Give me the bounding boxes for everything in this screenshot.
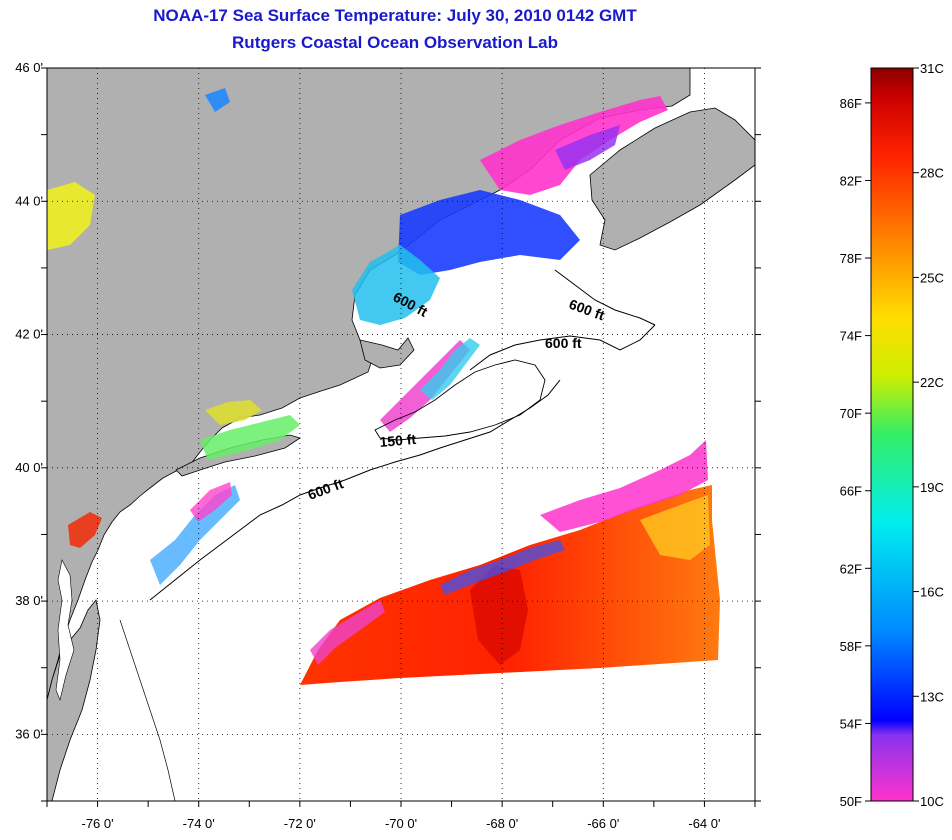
contour-label-600ft-georges: 600 ft: [545, 335, 582, 351]
sst-nj-shelf: [150, 485, 240, 585]
land-nova-scotia: [589, 107, 755, 251]
longitude-labels: -76 0' -74 0' -72 0' -70 0' -68 0' -66 0' -64 …: [82, 816, 721, 831]
lat-label: 42 0': [15, 327, 43, 342]
map-title: NOAA-17 Sea Surface Temperature: July 30…: [153, 6, 637, 25]
contour-150ft: [374, 359, 546, 441]
colorbar-celsius-labels: 31C 28C 25C 22C 19C 16C 13C 10C: [913, 61, 944, 809]
lat-label: 36 0': [15, 726, 43, 741]
sst-coastal-green: [200, 415, 300, 460]
colorbar-f-label: 62F: [840, 561, 862, 576]
sst-lake-yellow-2: [205, 400, 262, 425]
contour-600ft-gom: [554, 269, 656, 326]
lon-label: -72 0': [284, 816, 316, 831]
colorbar-f-label: 70F: [840, 406, 862, 421]
colorbar-c-label: 22C: [920, 375, 944, 390]
lon-label: -68 0': [486, 816, 518, 831]
lat-label: 40 0': [15, 460, 43, 475]
colorbar-f-label: 78F: [840, 251, 862, 266]
sst-warm-core: [470, 565, 528, 665]
colorbar-c-label: 16C: [920, 585, 944, 600]
sst-nj-magenta: [190, 482, 232, 522]
colorbar-f-label: 66F: [840, 484, 862, 499]
chesapeake-bay: [55, 559, 75, 701]
contour-coastal-shelf: [119, 619, 176, 801]
contour-600ft-south: [149, 379, 561, 601]
sst-swath-edge-magenta: [540, 440, 708, 532]
contour-label-150ft: 150 ft: [379, 431, 417, 450]
colorbar-f-label: 82F: [840, 173, 862, 188]
sst-gulf-of-maine-blue: [398, 190, 580, 275]
lon-label: -64 0': [688, 816, 720, 831]
sst-swath-yellow: [640, 495, 710, 560]
sst-shelf-cyan: [420, 338, 480, 400]
sst-gulf-of-maine-cyan: [352, 245, 440, 325]
lat-label: 38 0': [15, 593, 43, 608]
colorbar-c-label: 10C: [920, 794, 944, 809]
colorbar-f-label: 58F: [840, 639, 862, 654]
lon-label: -66 0': [587, 816, 619, 831]
lon-label: -70 0': [385, 816, 417, 831]
latitude-labels: 46 0' 44 0' 42 0' 40 0' 38 0' 36 0': [15, 60, 43, 741]
colorbar-f-label: 86F: [840, 96, 862, 111]
lon-label: -76 0': [82, 816, 114, 831]
land-cape-cod: [359, 337, 415, 369]
colorbar: [870, 67, 914, 802]
colorbar-c-label: 19C: [920, 480, 944, 495]
sst-swath-edge-blue: [440, 540, 565, 595]
lon-label: -74 0': [183, 816, 215, 831]
colorbar-c-label: 25C: [920, 270, 944, 285]
sst-swath-west-magenta: [310, 600, 385, 665]
lat-label: 46 0': [15, 60, 43, 75]
colorbar-c-label: 31C: [920, 61, 944, 76]
sst-bay-of-fundy-purple: [555, 125, 620, 170]
graticule: [41, 67, 761, 807]
colorbar-f-label: 50F: [840, 794, 862, 809]
contour-600ft-georges: [469, 324, 656, 371]
colorbar-f-label: 54F: [840, 716, 862, 731]
sst-delaware-red: [68, 512, 102, 548]
colorbar-c-label: 28C: [920, 166, 944, 181]
colorbar-c-label: 13C: [920, 689, 944, 704]
lat-label: 44 0': [15, 193, 43, 208]
colorbar-f-label: 74F: [840, 329, 862, 344]
sst-lake-yellow: [47, 182, 95, 250]
map-subtitle: Rutgers Coastal Ocean Observation Lab: [232, 33, 558, 52]
colorbar-fahrenheit-labels: 86F 82F 78F 74F 70F 66F 62F 58F 54F 50F: [840, 96, 871, 809]
sst-lake-blue: [205, 88, 230, 112]
